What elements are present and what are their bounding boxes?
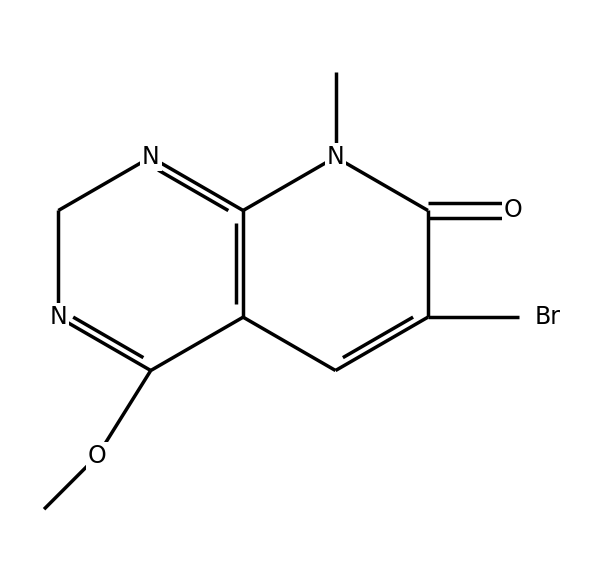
Text: O: O (504, 199, 523, 223)
Text: N: N (49, 305, 67, 329)
Text: N: N (142, 145, 160, 169)
Text: Br: Br (535, 305, 560, 329)
Text: N: N (326, 145, 344, 169)
Text: O: O (88, 444, 107, 468)
